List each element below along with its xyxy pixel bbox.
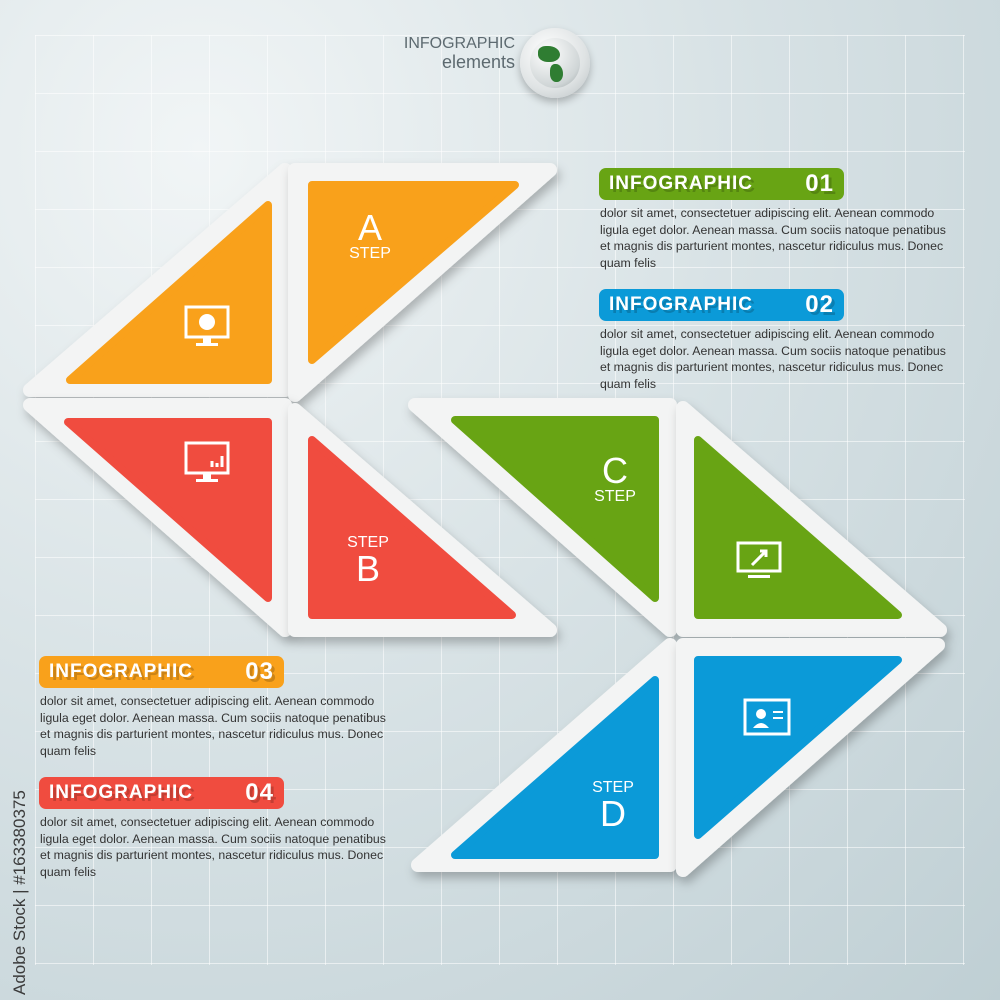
infographic-04-badge: INFOGRAPHIC 04	[39, 777, 284, 809]
step-a-label: A STEP	[349, 207, 391, 262]
step-a-right-tile	[308, 181, 519, 364]
stock-credit: Adobe Stock | #163380375	[10, 790, 29, 995]
infographic-04-text: dolor sit amet, consectetuer adipiscing …	[40, 815, 386, 879]
infographic-01-text: dolor sit amet, consectetuer adipiscing …	[600, 206, 946, 270]
step-c-left-tile	[451, 416, 659, 602]
step-d-right-tile	[694, 656, 902, 839]
step-c-label: C STEP	[594, 450, 636, 505]
presentation-person-icon	[743, 698, 791, 736]
infographic-03-badge: INFOGRAPHIC 03	[39, 656, 284, 688]
header-title: INFOGRAPHIC elements	[395, 35, 515, 71]
globe-icon	[520, 28, 590, 98]
header-line2: elements	[441, 52, 515, 72]
header-line1: INFOGRAPHIC	[403, 35, 515, 52]
step-a-left-tile	[66, 201, 272, 384]
monitor-bar-chart-icon	[184, 441, 230, 482]
step-c-right-tile	[694, 436, 902, 619]
step-d-label: STEP D	[592, 779, 634, 834]
monitor-pointer-icon	[736, 541, 782, 578]
monitor-pie-chart-icon	[184, 305, 230, 346]
step-b-label: STEP B	[347, 534, 389, 589]
step-b-right-tile	[308, 436, 516, 619]
infographic-03-text: dolor sit amet, consectetuer adipiscing …	[40, 694, 386, 758]
infographic-02-badge: INFOGRAPHIC 02	[599, 289, 844, 321]
infographic-02-text: dolor sit amet, consectetuer adipiscing …	[600, 327, 946, 391]
step-b-left-tile	[64, 418, 272, 602]
infographic-01-badge: INFOGRAPHIC 01	[599, 168, 844, 200]
step-d-left-tile	[451, 676, 659, 859]
